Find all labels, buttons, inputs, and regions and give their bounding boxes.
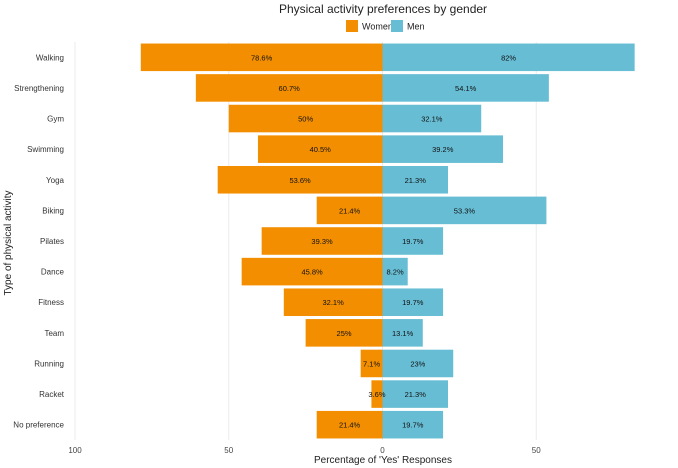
x-tick-label-50: 50 [532, 446, 541, 455]
bar-label-women-swimming: 40.5% [310, 145, 332, 154]
bar-women-no-preference [316, 410, 383, 439]
bar-label-men-swimming: 39.2% [432, 145, 454, 154]
bar-label-women-racket: 3.6% [368, 390, 385, 399]
bar-label-men-no-preference: 19.7% [402, 421, 424, 430]
category-label-dance: Dance [41, 268, 65, 277]
bar-women-team [305, 319, 383, 347]
category-label-no-preference: No preference [13, 421, 64, 430]
bar-label-men-dance: 8.2% [387, 268, 404, 277]
legend-swatch-men [391, 20, 403, 32]
bar-men-yoga [382, 165, 448, 194]
bar-women-swimming [257, 135, 383, 163]
bar-men-fitness [382, 288, 444, 317]
category-label-racket: Racket [39, 390, 65, 399]
category-label-swimming: Swimming [27, 145, 64, 154]
bar-women-biking [316, 196, 383, 225]
bar-women-strengthening [195, 74, 383, 102]
x-axis-ticks: 10050050100 [68, 446, 541, 455]
bar-label-women-dance: 45.8% [301, 268, 323, 277]
bar-men-strengthening [382, 74, 549, 102]
bar-women-gym [228, 104, 383, 133]
bar-label-women-fitness: 32.1% [323, 298, 345, 307]
bar-men-swimming [382, 135, 504, 163]
bar-men-walking [382, 43, 635, 72]
bar-label-men-running: 23% [410, 359, 425, 368]
category-label-biking: Biking [42, 206, 64, 215]
category-label-pilates: Pilates [40, 237, 64, 246]
bar-labels: 78.6% 82% 60.7% 54.1% 50% 32.1% 40.5% 39.2% 53.6… [251, 53, 516, 429]
bar-label-women-pilates: 39.3% [311, 237, 333, 246]
x-tick-label-neg-100: 100 [68, 446, 82, 455]
bars [140, 43, 635, 439]
category-label-team: Team [44, 329, 64, 338]
bar-men-team [382, 319, 423, 347]
bar-label-women-team: 25% [337, 329, 352, 338]
legend-swatch-women [346, 20, 358, 32]
bar-label-men-pilates: 19.7% [402, 237, 424, 246]
bar-men-no-preference [382, 410, 444, 439]
category-label-strengthening: Strengthening [14, 84, 64, 93]
bar-men-dance [382, 257, 408, 286]
bar-men-running [382, 349, 454, 378]
bar-label-men-team: 13.1% [392, 329, 414, 338]
bar-label-women-strengthening: 60.7% [279, 84, 301, 93]
bar-label-women-no-preference: 21.4% [339, 421, 361, 430]
bar-men-racket [382, 380, 448, 408]
category-label-running: Running [34, 359, 64, 368]
y-axis-title: Type of physical activity [3, 190, 14, 295]
legend-label-men: Men [407, 22, 425, 32]
bar-label-women-gym: 50% [298, 115, 313, 124]
category-label-gym: Gym [47, 115, 64, 124]
bar-label-men-fitness: 19.7% [402, 298, 424, 307]
bar-women-walking [140, 43, 383, 72]
x-tick-label-0: 0 [380, 446, 385, 455]
bar-label-women-walking: 78.6% [251, 53, 273, 62]
bar-men-pilates [382, 227, 444, 255]
bar-women-fitness [283, 288, 383, 317]
bar-label-men-walking: 82% [501, 53, 516, 62]
legend: Women Men [346, 20, 425, 32]
category-label-fitness: Fitness [38, 298, 64, 307]
bar-label-women-biking: 21.4% [339, 206, 361, 215]
x-axis-title: Percentage of 'Yes' Responses [314, 455, 452, 466]
bar-label-men-gym: 32.1% [421, 115, 443, 124]
bar-women-yoga [217, 165, 383, 194]
category-label-yoga: Yoga [46, 176, 65, 185]
bar-women-running [360, 349, 383, 378]
bar-men-biking [382, 196, 547, 225]
bar-men-gym [382, 104, 482, 133]
x-tick-label-neg-50: 50 [224, 446, 233, 455]
bar-label-women-running: 7.1% [363, 359, 380, 368]
bar-label-men-biking: 53.3% [454, 206, 476, 215]
bar-women-pilates [261, 227, 383, 255]
bar-label-women-yoga: 53.6% [289, 176, 311, 185]
chart-title: Physical activity preferences by gender [279, 2, 487, 16]
category-labels: Walking Strengthening Gym Swimming Yoga Bikin… [13, 53, 64, 429]
legend-label-women: Women [362, 22, 393, 32]
category-label-walking: Walking [36, 53, 64, 62]
bar-label-men-strengthening: 54.1% [455, 84, 477, 93]
bar-women-racket [371, 380, 383, 408]
bar-label-men-yoga: 21.3% [405, 176, 427, 185]
bar-women-dance [241, 257, 383, 286]
bar-label-men-racket: 21.3% [405, 390, 427, 399]
